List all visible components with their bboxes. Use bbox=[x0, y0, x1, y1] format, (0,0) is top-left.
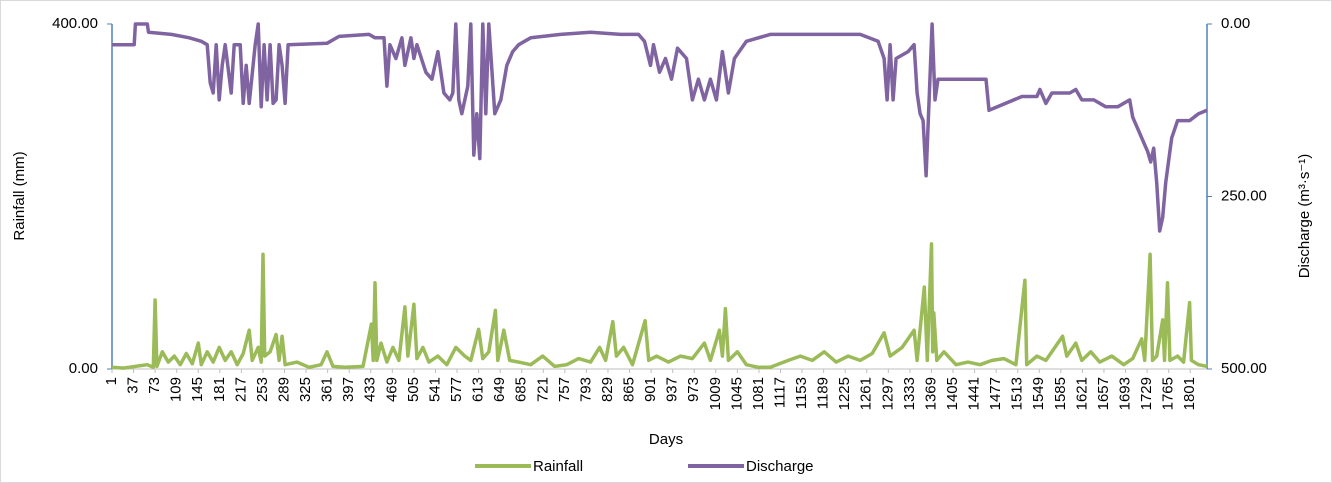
x-tick-label: 1261 bbox=[858, 377, 875, 410]
y-tick-label: 0.00 bbox=[69, 360, 98, 377]
x-tick-label: 541 bbox=[426, 377, 443, 402]
x-tick-label: 613 bbox=[470, 377, 487, 402]
x-tick-label: 505 bbox=[405, 377, 422, 402]
x-tick-label: 361 bbox=[319, 377, 336, 402]
y-axis-label: Rainfall (mm) bbox=[11, 151, 28, 240]
x-tick-label: 577 bbox=[448, 377, 465, 402]
x-tick-label: 1405 bbox=[944, 377, 961, 410]
x-tick-label: 1081 bbox=[750, 377, 767, 410]
x-tick-label: 217 bbox=[232, 377, 249, 402]
x-tick-label: 145 bbox=[189, 377, 206, 402]
x-tick-label: 721 bbox=[534, 377, 551, 402]
x-tick-label: 865 bbox=[621, 377, 638, 402]
x-tick-label: 1477 bbox=[987, 377, 1004, 410]
x-tick-label: 1297 bbox=[879, 377, 896, 410]
x-tick-label: 469 bbox=[383, 377, 400, 402]
y2-axis-label: Discharge (m³·s⁻¹) bbox=[1296, 154, 1313, 279]
y2-tick-label: 250.00 bbox=[1221, 187, 1267, 204]
x-tick-label: 109 bbox=[168, 377, 185, 402]
legend-label: Discharge bbox=[746, 458, 814, 475]
x-tick-label: 1009 bbox=[707, 377, 724, 410]
series-line bbox=[111, 242, 1208, 370]
x-tick-label: 37 bbox=[125, 377, 142, 394]
x-tick-label: 1333 bbox=[901, 377, 918, 410]
x-tick-label: 1045 bbox=[728, 377, 745, 410]
x-tick-label: 1 bbox=[103, 377, 120, 385]
x-tick-label: 181 bbox=[211, 377, 228, 402]
legend-label: Rainfall bbox=[533, 458, 583, 475]
x-tick-label: 757 bbox=[556, 377, 573, 402]
x-tick-label: 901 bbox=[642, 377, 659, 402]
x-tick-label: 1225 bbox=[836, 377, 853, 410]
x-tick-label: 73 bbox=[146, 377, 163, 394]
x-tick-label: 325 bbox=[297, 377, 314, 402]
y2-tick-label: 0.00 bbox=[1221, 15, 1250, 32]
x-tick-label: 1801 bbox=[1181, 377, 1198, 410]
x-tick-label: 829 bbox=[599, 377, 616, 402]
series-line bbox=[112, 22, 1208, 233]
x-tick-label: 1441 bbox=[966, 377, 983, 410]
x-tick-label: 1369 bbox=[922, 377, 939, 410]
x-tick-label: 1693 bbox=[1117, 377, 1134, 410]
x-tick-label: 433 bbox=[362, 377, 379, 402]
x-tick-label: 1765 bbox=[1160, 377, 1177, 410]
x-tick-label: 649 bbox=[491, 377, 508, 402]
x-tick-label: 1729 bbox=[1138, 377, 1155, 410]
x-tick-label: 1621 bbox=[1073, 377, 1090, 410]
y-tick-label: 400.00 bbox=[52, 15, 98, 32]
x-tick-label: 397 bbox=[340, 377, 357, 402]
x-tick-label: 973 bbox=[685, 377, 702, 402]
x-tick-label: 1513 bbox=[1009, 377, 1026, 410]
x-tick-label: 253 bbox=[254, 377, 271, 402]
x-axis-label: Days bbox=[649, 431, 683, 448]
x-tick-label: 793 bbox=[577, 377, 594, 402]
x-tick-label: 1549 bbox=[1030, 377, 1047, 410]
x-tick-label: 1117 bbox=[771, 377, 788, 408]
x-tick-label: 1657 bbox=[1095, 377, 1112, 410]
x-tick-label: 685 bbox=[513, 377, 530, 402]
x-tick-label: 1585 bbox=[1052, 377, 1069, 410]
y2-tick-label: 500.00 bbox=[1221, 360, 1267, 377]
x-tick-label: 1189 bbox=[815, 377, 832, 409]
x-tick-label: 937 bbox=[664, 377, 681, 402]
x-tick-label: 289 bbox=[275, 377, 292, 402]
x-tick-label: 1153 bbox=[793, 377, 810, 409]
